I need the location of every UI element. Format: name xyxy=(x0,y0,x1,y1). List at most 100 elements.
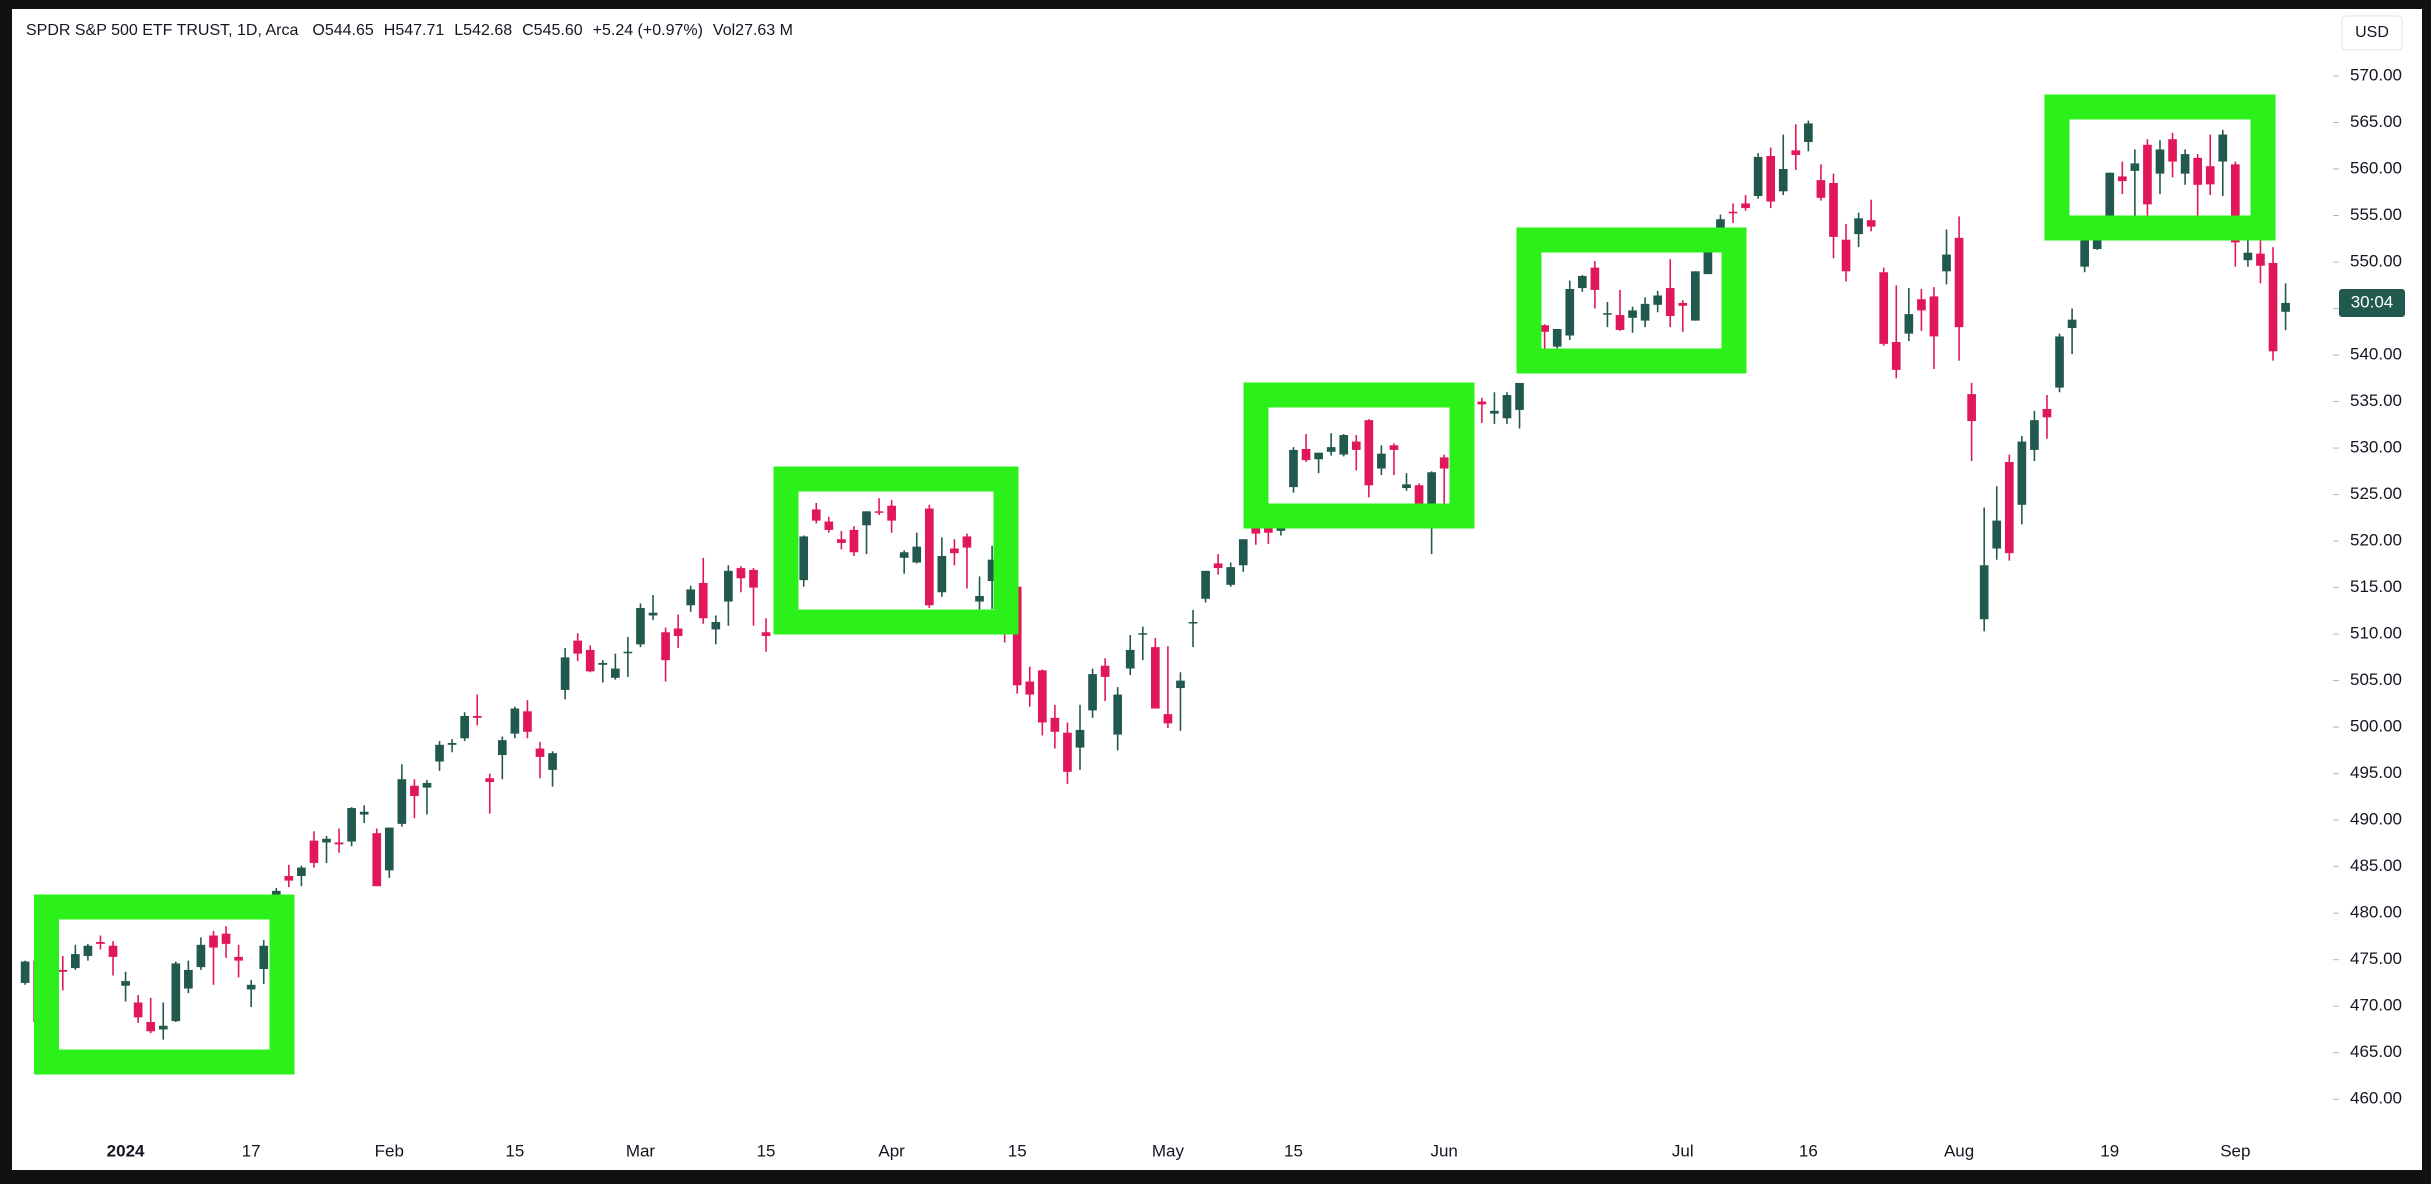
y-tick-label: 535.00 xyxy=(2350,391,2402,410)
candle-body xyxy=(1904,314,1914,334)
candle-body xyxy=(121,981,130,986)
candle-body xyxy=(937,555,947,593)
candle-body xyxy=(1163,714,1173,724)
candle-body xyxy=(1992,520,2002,549)
candle-body xyxy=(297,867,306,876)
candle-body xyxy=(837,539,846,543)
candle-body xyxy=(2055,336,2064,388)
candle-body xyxy=(573,640,583,654)
candle-body xyxy=(1025,681,1035,695)
candle-body xyxy=(1565,288,1575,336)
candle-body xyxy=(472,715,482,718)
candle-body xyxy=(2030,420,2039,450)
candle-body xyxy=(1201,570,1210,599)
y-tick-label: 505.00 xyxy=(2350,670,2402,689)
candle-body xyxy=(2281,302,2290,312)
candle-body xyxy=(987,559,997,582)
candle-body xyxy=(1439,457,1449,469)
candle-body xyxy=(899,552,909,558)
candle-body xyxy=(1037,670,1047,723)
candle-body xyxy=(849,529,859,553)
candle-body xyxy=(1577,275,1587,289)
ohlc-legend-item: +5.24 (+0.97%) xyxy=(593,22,703,39)
candle-body xyxy=(1979,565,1989,620)
candle-body xyxy=(887,505,896,521)
candle-body xyxy=(1414,485,1424,517)
x-tick-label: 15 xyxy=(757,1141,776,1160)
candle-body xyxy=(96,942,105,944)
candle-body xyxy=(1665,288,1675,316)
candle-body xyxy=(2017,441,2027,505)
candle-body xyxy=(1113,694,1123,735)
candle-body xyxy=(1176,680,1185,689)
candle-body xyxy=(146,1022,156,1032)
candle-body xyxy=(83,945,93,956)
highlight-box xyxy=(1243,382,1475,529)
ohlc-legend-item: Vol27.63 M xyxy=(713,22,793,39)
highlight-box xyxy=(773,466,1019,635)
y-tick-label: 550.00 xyxy=(2350,251,2402,270)
ohlc-legend-item: L542.68 xyxy=(454,22,512,39)
candle-body xyxy=(447,742,457,745)
ohlc-legend-item: C545.60 xyxy=(522,22,583,39)
candle-body xyxy=(1364,420,1374,486)
candle-body xyxy=(1603,313,1612,315)
candle-body xyxy=(1628,310,1637,318)
chart-panel xyxy=(12,9,2422,1170)
candle-body xyxy=(611,668,620,678)
candle-body xyxy=(1314,452,1323,460)
candle-body xyxy=(1917,299,1926,311)
candle-body xyxy=(196,944,206,968)
candles xyxy=(20,120,2290,1040)
candle-body xyxy=(246,984,256,990)
candle-body xyxy=(2256,253,2265,266)
candle-body xyxy=(1552,328,1562,347)
candle-body xyxy=(2218,134,2228,162)
candle-body xyxy=(322,838,331,843)
candle-body xyxy=(1879,272,1889,344)
candle-body xyxy=(724,570,733,602)
x-tick-label: May xyxy=(1152,1141,1185,1160)
candle-body xyxy=(2243,252,2253,261)
countdown-tag xyxy=(2339,288,2405,317)
candle-body xyxy=(749,569,758,588)
candle-body xyxy=(1100,665,1110,677)
candle-body xyxy=(761,632,771,636)
candle-body xyxy=(108,945,118,957)
candle-body xyxy=(460,715,469,739)
candle-body xyxy=(1151,647,1160,709)
candle-body xyxy=(1226,567,1236,585)
candle-body xyxy=(975,595,984,602)
y-tick-label: 570.00 xyxy=(2350,65,2402,84)
candle-body xyxy=(736,568,746,579)
candle-body xyxy=(1854,218,1863,235)
candle-body xyxy=(1678,302,1688,306)
candle-body xyxy=(485,778,495,783)
y-tick-label: 470.00 xyxy=(2350,996,2402,1015)
candle-body xyxy=(359,811,369,815)
y-tick-label: 485.00 xyxy=(2350,856,2402,875)
candle-body xyxy=(1301,448,1311,461)
candle-body xyxy=(1841,239,1851,272)
x-tick-label: Feb xyxy=(375,1141,404,1160)
candle-body xyxy=(234,956,243,961)
candle-body xyxy=(2268,262,2278,352)
candle-body xyxy=(1766,155,1776,202)
y-tick-label: 565.00 xyxy=(2350,112,2402,131)
y-tick-label: 480.00 xyxy=(2350,903,2402,922)
currency-button[interactable] xyxy=(2341,15,2403,51)
currency-label[interactable]: USD xyxy=(2355,24,2389,41)
candle-body xyxy=(661,632,670,661)
candle-body xyxy=(1829,182,1838,237)
candle-body xyxy=(1326,447,1336,452)
candle-body xyxy=(2067,319,2077,329)
candle-body xyxy=(698,582,708,619)
candle-body xyxy=(284,875,294,881)
candle-body xyxy=(2231,164,2240,243)
candle-body xyxy=(523,711,532,732)
candle-body xyxy=(2080,233,2089,267)
candle-body xyxy=(2042,408,2052,418)
x-tick-label: Jun xyxy=(1430,1141,1457,1160)
